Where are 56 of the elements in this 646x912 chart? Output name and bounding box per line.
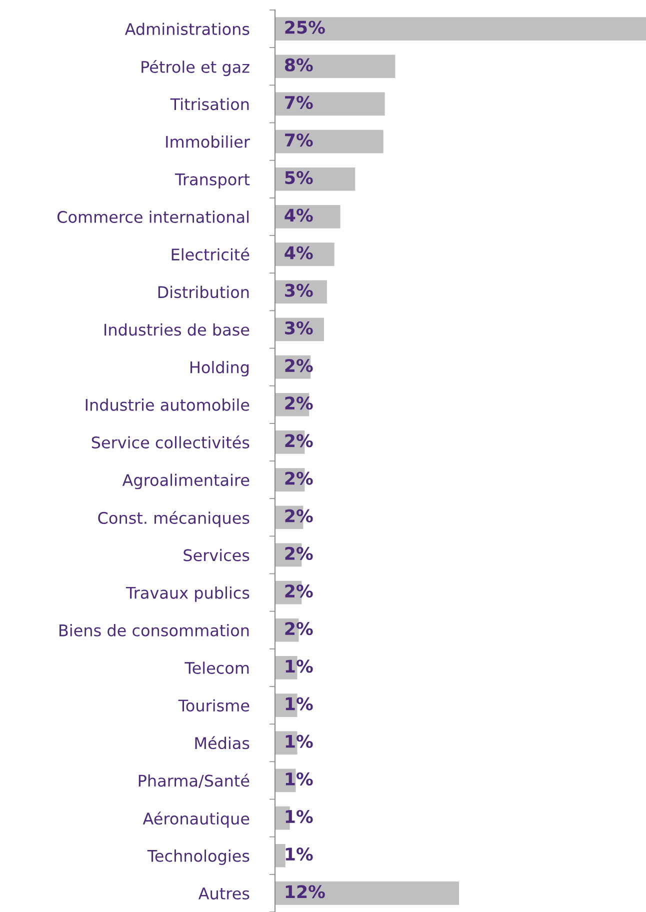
bar xyxy=(275,882,460,905)
y-tick-label: Travaux publics xyxy=(126,586,250,602)
y-tick-label: Titrisation xyxy=(170,98,249,110)
data-label: 4% xyxy=(284,246,313,260)
bar xyxy=(275,130,384,154)
data-label: 1% xyxy=(286,697,313,710)
y-tick-label: Telecom xyxy=(184,662,249,674)
bar xyxy=(275,92,385,116)
bar xyxy=(275,205,340,228)
data-label: 1% xyxy=(286,772,313,786)
data-label: 2% xyxy=(285,396,313,410)
data-label: 2% xyxy=(285,584,313,598)
y-tick-label: Autres xyxy=(198,888,250,900)
bar xyxy=(275,167,356,191)
y-tick-label: Biens de consommation xyxy=(60,624,249,636)
y-tick-label: Industries de base xyxy=(104,323,250,336)
y-tick-label: Immobilier xyxy=(166,135,250,148)
y-tick-label: Services xyxy=(184,548,250,562)
y-tick-label: Tourisme xyxy=(178,699,250,712)
data-label: 3% xyxy=(285,284,313,297)
data-label: 2% xyxy=(285,358,313,372)
data-label: 12% xyxy=(286,885,325,898)
data-label: 1% xyxy=(286,810,313,824)
y-tick-label: Const. mécaniques xyxy=(98,510,250,528)
data-label: 8% xyxy=(284,58,313,72)
y-tick-label: Pharma/Santé xyxy=(138,774,250,788)
y-tick-label: Technologies xyxy=(147,850,250,866)
data-label: 1% xyxy=(286,660,313,673)
y-tick-label: Electricité xyxy=(172,248,250,261)
data-label: 2% xyxy=(285,546,313,560)
data-label: 2% xyxy=(285,509,313,522)
y-tick-label: Service collectivités xyxy=(92,436,250,449)
bar xyxy=(275,17,646,40)
data-label: 7% xyxy=(285,96,313,109)
bar xyxy=(275,844,286,868)
y-tick-label: Pétrole et gaz xyxy=(142,60,250,76)
y-tick-label: Holding xyxy=(190,360,249,376)
data-label: 2% xyxy=(285,472,313,485)
y-tick-label: Aéronautique xyxy=(142,812,250,828)
data-label: 2% xyxy=(285,622,313,636)
y-tick-label: Industrie automobile xyxy=(86,398,250,411)
data-label: 4% xyxy=(284,208,313,222)
data-label: 1% xyxy=(286,848,313,861)
y-tick-label: Médias xyxy=(195,736,250,750)
y-tick-label: Distribution xyxy=(158,286,249,298)
bar xyxy=(275,54,396,78)
y-tick-label: Agroalimentaire xyxy=(122,474,250,490)
data-label: 7% xyxy=(285,133,313,147)
y-tick-label: Administrations xyxy=(124,22,250,36)
data-label: 5% xyxy=(285,171,313,184)
data-label: 1% xyxy=(286,734,313,748)
data-label: 2% xyxy=(285,434,313,448)
y-tick-label: Commerce international xyxy=(57,210,249,224)
data-label: 25% xyxy=(285,20,325,34)
y-tick-label: Transport xyxy=(175,174,250,189)
data-label: 3% xyxy=(285,321,313,334)
